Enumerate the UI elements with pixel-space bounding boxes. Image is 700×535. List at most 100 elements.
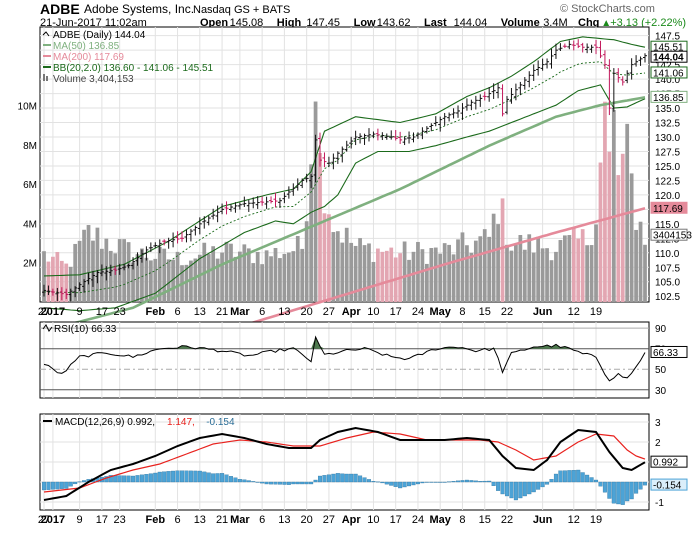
macd-hist-bar bbox=[287, 482, 291, 485]
macd-hist-bar bbox=[554, 474, 558, 482]
legend-entry: ADBE (Daily) 144.04 bbox=[53, 30, 146, 41]
volume-bar bbox=[260, 264, 264, 302]
macd-hist-bar bbox=[612, 482, 616, 503]
legend-entry: Volume 3,404,153 bbox=[53, 74, 134, 85]
volume-bar bbox=[639, 222, 643, 302]
volume-bar bbox=[563, 235, 567, 302]
legend-entry: BB(20,2.0) 136.60 - 141.06 - 145.51 bbox=[53, 63, 214, 74]
volume-bar bbox=[96, 228, 100, 302]
macd-axis-tick: -1 bbox=[655, 498, 664, 509]
volume-bar bbox=[367, 243, 371, 302]
legend-entry: MA(200) 117.69 bbox=[53, 52, 124, 63]
macd-hist-bar bbox=[229, 476, 233, 482]
macd-hist-bar bbox=[559, 471, 563, 482]
price-axis-tick: 130.0 bbox=[655, 133, 680, 144]
macd-hist-bar bbox=[202, 472, 206, 482]
macd-hist-bar bbox=[572, 470, 576, 482]
macd-hist-bar bbox=[189, 471, 193, 482]
volume-bar bbox=[291, 251, 295, 302]
macd-hist-bar bbox=[60, 482, 64, 489]
macd-hist-bar bbox=[318, 476, 322, 482]
volume-bar bbox=[238, 252, 242, 302]
symbol-label: ADBE bbox=[40, 1, 80, 17]
macd-hist-bar bbox=[518, 482, 522, 498]
macd-hist-bar bbox=[153, 473, 157, 482]
volume-bar bbox=[621, 154, 625, 302]
macd-hist-bar bbox=[376, 482, 380, 483]
macd-value-tag: -0.154 bbox=[651, 479, 687, 492]
macd-hist-bar bbox=[447, 482, 451, 483]
x-axis-tick: Feb bbox=[146, 514, 166, 526]
x-axis-tick: 12 bbox=[568, 306, 580, 318]
price-value-tag: 117.69 bbox=[651, 202, 687, 215]
x-axis-tick: 10 bbox=[367, 514, 379, 526]
volume-bar bbox=[585, 245, 589, 302]
x-axis-tick: 8 bbox=[459, 306, 465, 318]
macd-hist-bar bbox=[354, 474, 358, 482]
x-axis-tick: 10 bbox=[367, 306, 379, 318]
x-axis-tick: 6 bbox=[259, 306, 265, 318]
macd-legend-signal: 1.147, bbox=[167, 417, 195, 428]
volume-bar bbox=[541, 248, 545, 302]
volume-bar bbox=[554, 252, 558, 302]
volume-axis-tick: 6M bbox=[23, 180, 37, 191]
macd-hist-bar bbox=[443, 482, 447, 483]
x-axis-tick: 22 bbox=[501, 306, 513, 318]
macd-hist-bar bbox=[180, 471, 184, 482]
macd-axis-tick: 3 bbox=[655, 418, 661, 429]
legend-swatch-volume bbox=[46, 76, 48, 81]
macd-hist-bar bbox=[394, 482, 398, 487]
macd-hist-bar bbox=[625, 482, 629, 501]
macd-hist-bar bbox=[389, 482, 393, 485]
value-tag-text: 141.06 bbox=[653, 68, 684, 79]
volume-bar bbox=[470, 253, 474, 302]
price-value-tag: 144.04 bbox=[651, 51, 687, 64]
macd-hist-bar bbox=[527, 482, 531, 494]
volume-axis-tick: 10M bbox=[18, 102, 37, 113]
macd-hist-bar bbox=[567, 470, 571, 482]
volume-bar bbox=[305, 221, 309, 302]
volume-bar bbox=[612, 110, 616, 302]
price-value-tag: 136.85 bbox=[651, 91, 687, 104]
macd-hist-bar bbox=[594, 480, 598, 482]
volume-bar bbox=[318, 153, 322, 302]
macd-hist-bar bbox=[634, 482, 638, 493]
x-axis-tick: 17 bbox=[96, 514, 108, 526]
macd-hist-bar bbox=[576, 470, 580, 482]
macd-hist-bar bbox=[590, 478, 594, 483]
volume-bar bbox=[608, 152, 612, 302]
macd-hist-bar bbox=[465, 480, 469, 482]
volume-bar bbox=[492, 214, 496, 302]
macd-hist-bar bbox=[487, 481, 491, 482]
volume-bar bbox=[514, 245, 518, 302]
volume-bar bbox=[443, 243, 447, 302]
x-axis-tick: 19 bbox=[590, 514, 602, 526]
macd-hist-bar bbox=[167, 471, 171, 482]
value-tag-text: 0.992 bbox=[653, 458, 678, 469]
macd-hist-bar bbox=[242, 480, 246, 482]
macd-hist-bar bbox=[274, 482, 278, 484]
volume-bar bbox=[527, 234, 531, 302]
volume-bar bbox=[456, 239, 460, 302]
macd-hist-bar bbox=[336, 473, 340, 482]
rsi-axis-tick: 30 bbox=[655, 386, 667, 397]
macd-hist-bar bbox=[483, 481, 487, 482]
volume-bar bbox=[211, 246, 215, 302]
x-axis-tick: 21 bbox=[216, 514, 228, 526]
macd-hist-bar bbox=[193, 471, 197, 482]
volume-bar bbox=[461, 232, 465, 302]
macd-hist-bar bbox=[581, 473, 585, 483]
x-axis-tick: Apr bbox=[342, 514, 362, 526]
volume-bar bbox=[269, 256, 273, 302]
macd-hist-bar bbox=[176, 471, 180, 482]
volume-axis-tick: 4M bbox=[23, 219, 37, 230]
x-axis-tick: 13 bbox=[278, 514, 290, 526]
macd-hist-bar bbox=[82, 480, 86, 482]
macd-hist-bar bbox=[340, 474, 344, 482]
macd-hist-bar bbox=[314, 480, 318, 482]
macd-hist-bar bbox=[545, 482, 549, 484]
macd-axis-tick: 2 bbox=[655, 438, 661, 449]
volume-bar bbox=[193, 258, 197, 302]
volume-bar bbox=[225, 242, 229, 302]
price-axis-tick: 105.0 bbox=[655, 278, 680, 289]
